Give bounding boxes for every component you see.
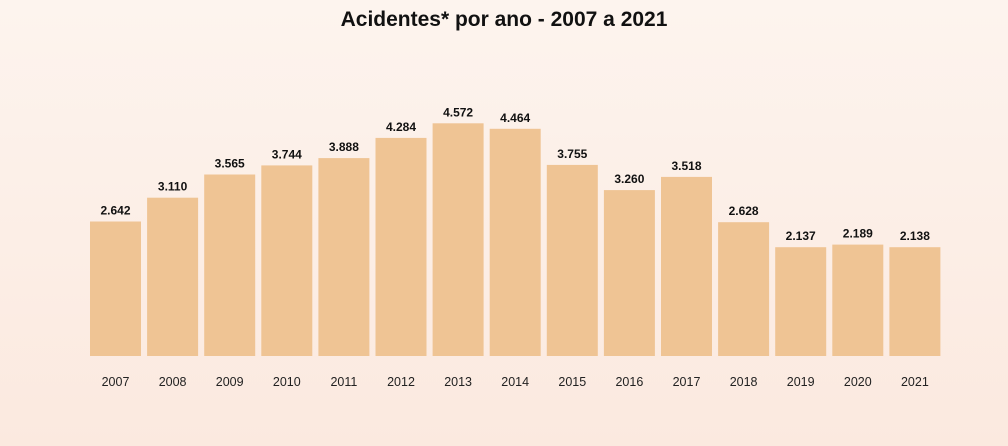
x-tick-2020: 2020 — [844, 375, 872, 389]
value-label-2021: 2.138 — [900, 229, 930, 243]
value-label-2014: 4.464 — [500, 111, 530, 125]
x-tick-2015: 2015 — [558, 375, 586, 389]
x-tick-2018: 2018 — [730, 375, 758, 389]
value-label-2015: 3.755 — [557, 147, 587, 161]
bar-2011 — [318, 158, 370, 356]
value-label-2008: 3.110 — [158, 180, 188, 194]
x-tick-2010: 2010 — [273, 375, 301, 389]
x-tick-2019: 2019 — [787, 375, 815, 389]
bar-2008 — [147, 197, 199, 356]
chart-title: Acidentes* por ano - 2007 a 2021 — [340, 8, 668, 31]
x-tick-2011: 2011 — [330, 375, 357, 389]
x-tick-2013: 2013 — [444, 375, 472, 389]
bar-2017 — [661, 176, 712, 356]
value-label-2020: 2.189 — [843, 227, 873, 241]
bar-2012 — [375, 137, 427, 356]
x-tick-2009: 2009 — [216, 375, 244, 389]
bar-2018 — [718, 222, 770, 356]
bar-2010 — [261, 165, 313, 356]
x-tick-2008: 2008 — [159, 375, 187, 389]
value-label-2017: 3.518 — [671, 159, 701, 173]
value-labels-layer: 2.642 3.110 3.565 3.744 3.888 4.284 4.572 4.464… — [100, 105, 930, 243]
value-label-2009: 3.565 — [215, 157, 245, 171]
x-tick-2016: 2016 — [615, 375, 643, 389]
value-label-2012: 4.284 — [386, 120, 416, 134]
bar-2015 — [546, 164, 598, 356]
bar-2007 — [90, 221, 141, 356]
value-label-2007: 2.642 — [100, 204, 130, 218]
bars-layer — [90, 123, 941, 356]
x-tick-2007: 2007 — [102, 375, 130, 389]
x-tick-2017: 2017 — [673, 375, 701, 389]
bar-2016 — [603, 190, 655, 356]
value-label-2011: 3.888 — [329, 140, 359, 154]
x-tick-2012: 2012 — [387, 375, 415, 389]
bar-2020 — [832, 244, 884, 356]
value-label-2013: 4.572 — [443, 105, 473, 119]
x-axis-tick-labels: 2007 2008 2009 2010 2011 2012 2013 2014 2015 2016… — [102, 375, 929, 389]
bar-2009 — [204, 174, 256, 356]
bar-2014 — [489, 128, 541, 356]
value-label-2019: 2.137 — [786, 229, 816, 243]
bar-2019 — [775, 247, 827, 356]
bar-2013 — [432, 123, 484, 356]
x-tick-2021: 2021 — [901, 375, 929, 389]
value-label-2018: 2.628 — [729, 204, 759, 218]
bar-2021 — [889, 247, 941, 356]
value-label-2010: 3.744 — [272, 147, 302, 161]
value-label-2016: 3.260 — [614, 172, 644, 186]
x-tick-2014: 2014 — [501, 375, 529, 389]
